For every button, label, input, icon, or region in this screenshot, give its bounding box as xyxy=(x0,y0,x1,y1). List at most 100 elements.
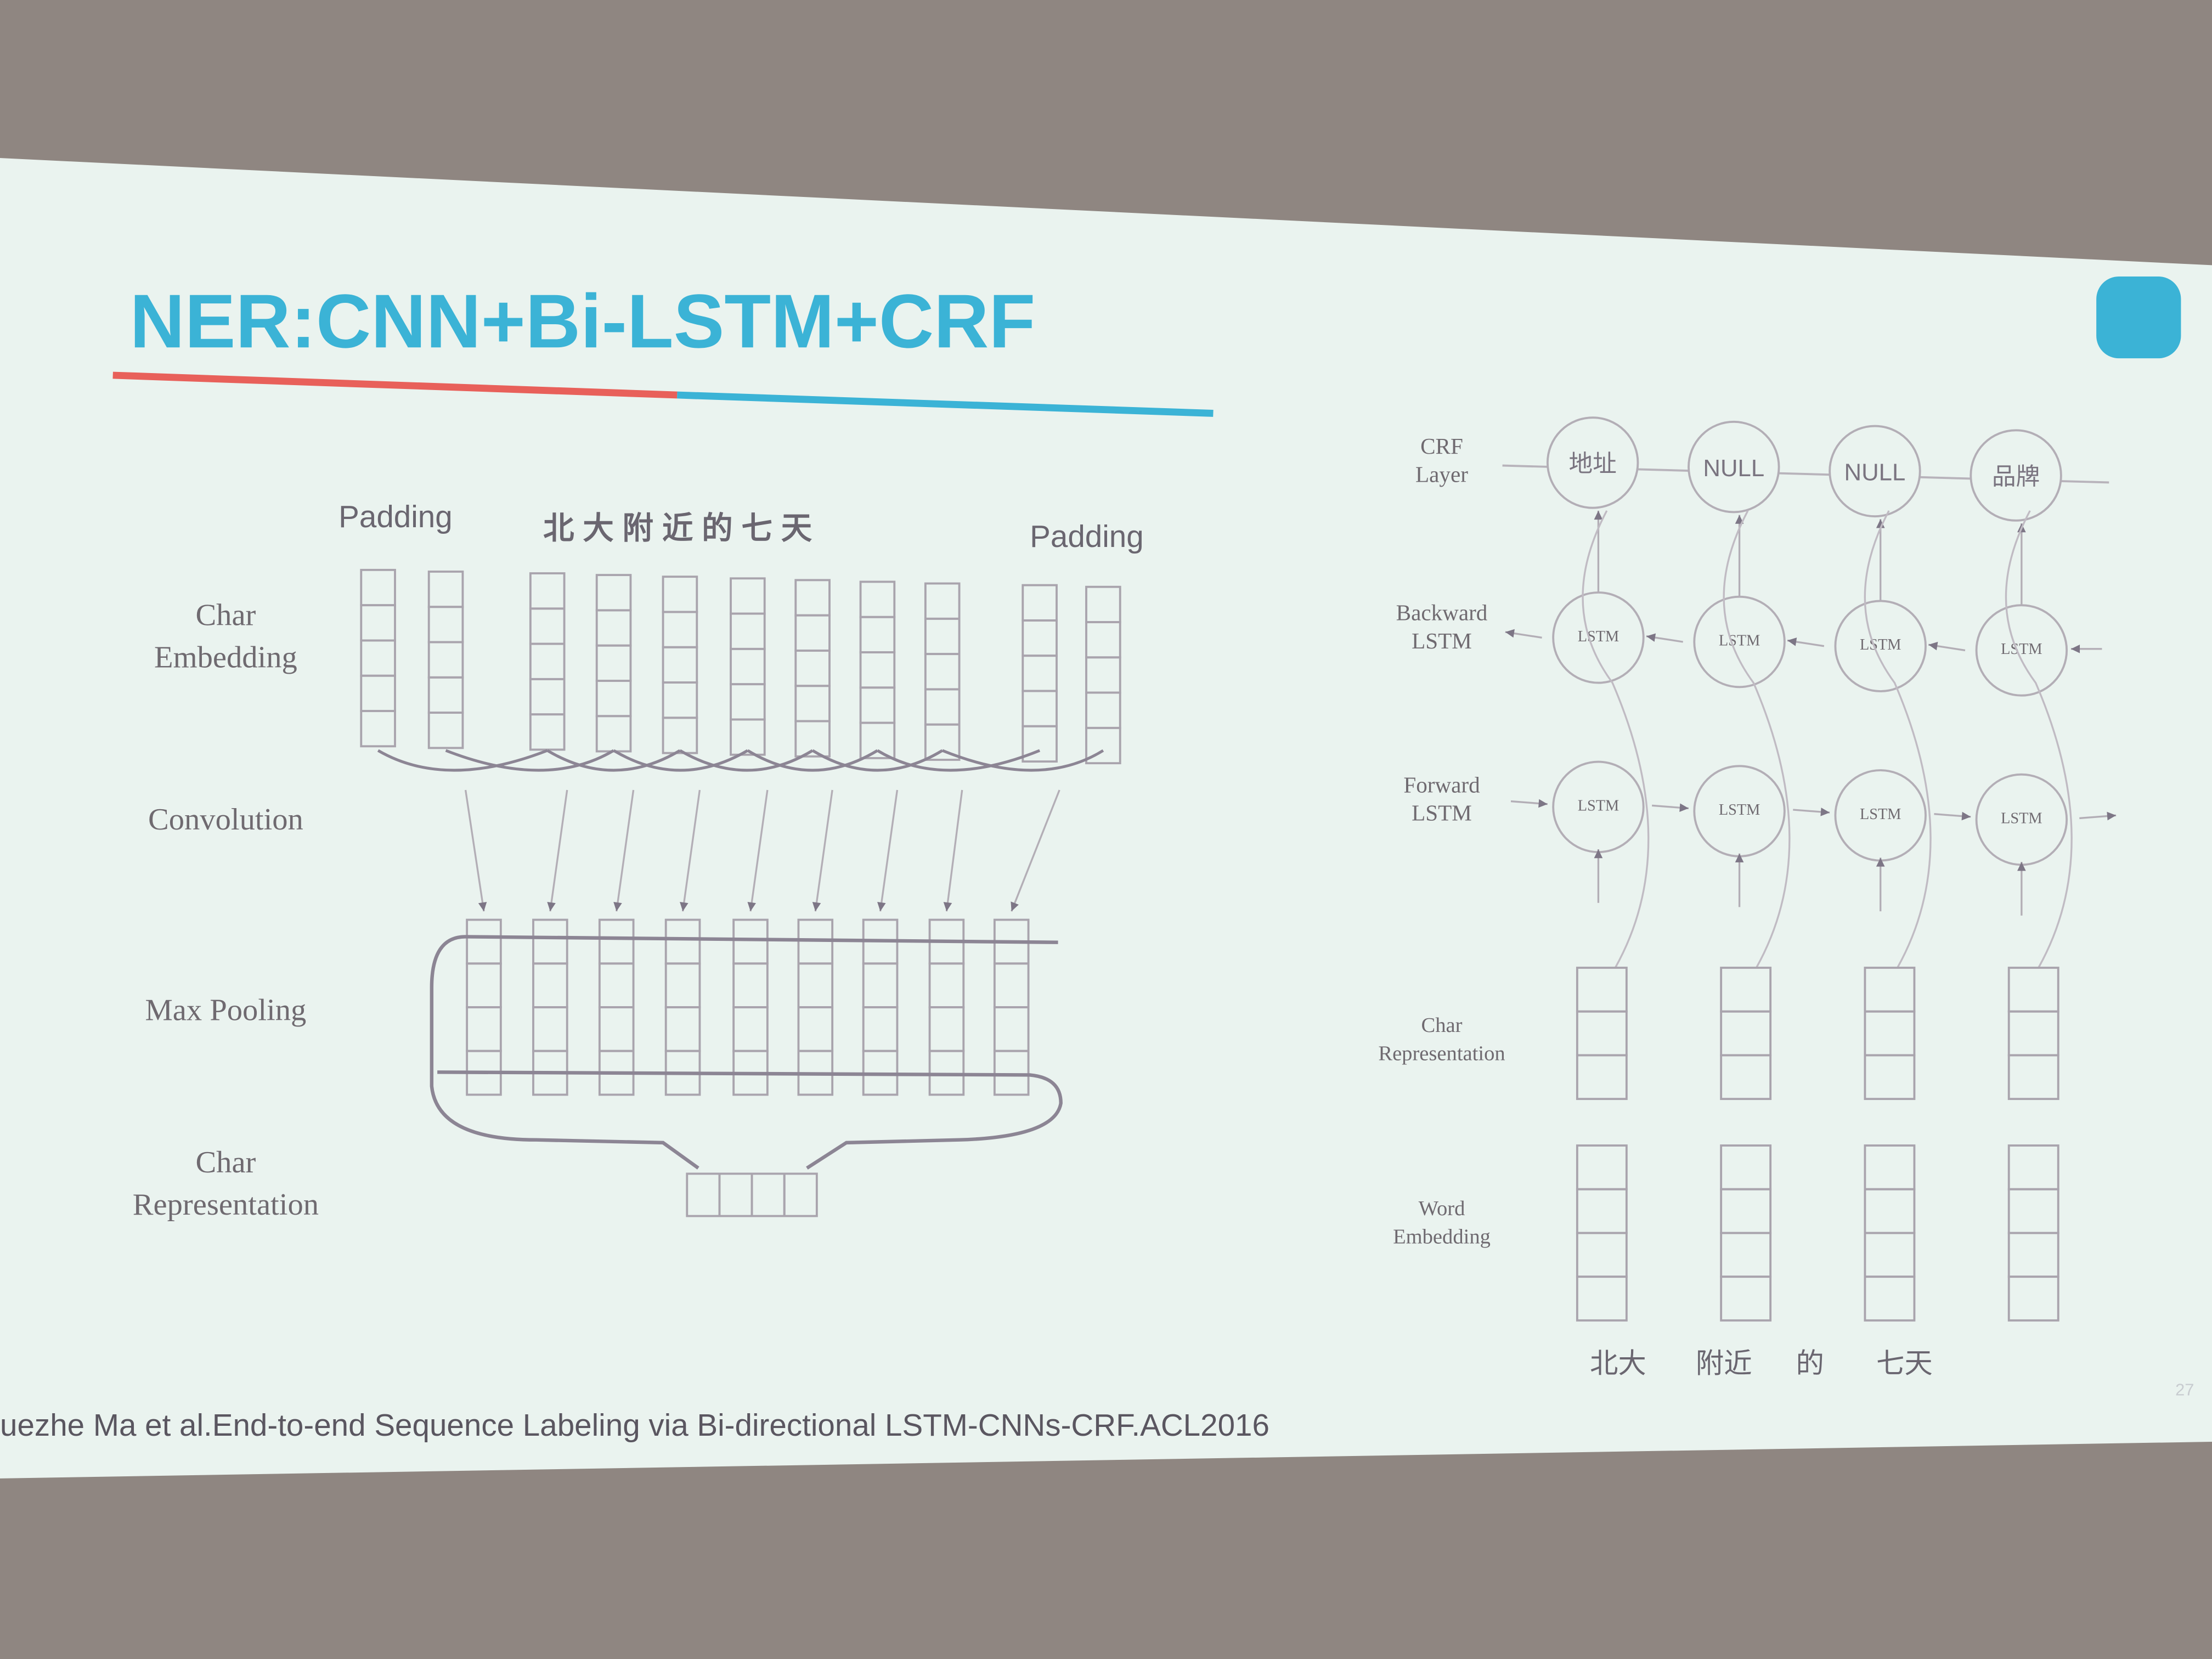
cell xyxy=(662,716,698,754)
lstm-label: LSTM xyxy=(2001,810,2042,827)
row-label: Convolution xyxy=(148,803,303,837)
cell xyxy=(783,1172,818,1217)
cell xyxy=(1720,1054,1772,1101)
word: 北大 xyxy=(1590,1347,1646,1379)
conv-arc xyxy=(747,749,878,772)
arrow-head xyxy=(1876,857,1885,867)
lstm-skip xyxy=(1582,510,1650,968)
row-label: Max Pooling xyxy=(145,993,307,1027)
crf-node xyxy=(1688,420,1780,514)
arrow-line xyxy=(749,789,769,912)
arrow-head xyxy=(1594,849,1603,859)
row-label: Char xyxy=(195,1146,256,1180)
lstm-label: LSTM xyxy=(1719,632,1760,649)
logo xyxy=(2096,276,2181,359)
arrow-line xyxy=(464,789,485,912)
row-label: LSTM xyxy=(1412,628,1472,653)
cell xyxy=(730,718,766,756)
cell xyxy=(1864,1054,1916,1101)
arrow-head xyxy=(1820,808,1830,816)
arrow-head xyxy=(747,902,756,912)
arrow-head xyxy=(1928,641,1938,651)
arrow-head xyxy=(1876,519,1885,528)
conv-arc xyxy=(613,749,749,772)
arrow-line xyxy=(814,789,833,912)
row-label: Embedding xyxy=(154,640,297,674)
cell xyxy=(1085,726,1121,765)
arrow-head xyxy=(2107,811,2117,821)
lstm-label: LSTM xyxy=(1860,806,1901,823)
arrow-head xyxy=(1646,633,1656,642)
word: 七天 xyxy=(1876,1347,1933,1379)
cell xyxy=(1864,1276,1916,1322)
padding-label: Padding xyxy=(1030,519,1144,554)
cell xyxy=(360,710,396,748)
arrow-head xyxy=(1679,803,1689,812)
arrow-head xyxy=(547,902,556,912)
arrow-head xyxy=(613,902,622,912)
arrow-head xyxy=(943,902,952,912)
arrow-line xyxy=(1011,789,1060,912)
row-label: Representation xyxy=(1378,1042,1505,1065)
cell xyxy=(993,1049,1030,1096)
cell xyxy=(859,721,896,759)
row-label: Char xyxy=(195,598,256,632)
conv-arc xyxy=(877,749,1041,772)
lstm-skip xyxy=(1723,510,1791,968)
crf-node xyxy=(1970,429,2062,522)
title-underline-red xyxy=(112,371,678,399)
cell xyxy=(1576,1054,1628,1101)
conv-arc xyxy=(377,749,548,772)
arrow-head xyxy=(1787,637,1797,646)
arrow-head xyxy=(478,901,487,912)
arrow-line xyxy=(945,789,963,912)
characters-label: 北 大 附 近 的 七 天 xyxy=(543,511,812,545)
conv-arc xyxy=(445,749,614,772)
row-label: Layer xyxy=(1415,462,1468,487)
arrow-head xyxy=(680,902,689,912)
cell xyxy=(2007,1276,2059,1322)
crf-tag: NULL xyxy=(1703,455,1764,482)
conv-arc xyxy=(811,749,944,772)
arrow-head xyxy=(2070,645,2080,653)
lstm-label: LSTM xyxy=(1719,802,1760,819)
row-label: CRF xyxy=(1420,433,1463,459)
lstm-label: LSTM xyxy=(1578,797,1619,814)
cell xyxy=(794,720,831,758)
cell xyxy=(529,713,566,751)
row-label: LSTM xyxy=(1412,800,1472,826)
lstm-label: LSTM xyxy=(1860,636,1901,653)
word: 附近 xyxy=(1696,1347,1752,1379)
row-label: Representation xyxy=(133,1188,319,1222)
arrow-head xyxy=(1011,901,1019,912)
crf-tag: 地址 xyxy=(1568,450,1616,477)
row-label: Char xyxy=(1421,1014,1463,1037)
arrow-line xyxy=(616,789,635,912)
title-underline-blue xyxy=(677,391,1214,417)
row-label: Forward xyxy=(1403,772,1480,797)
crf-tag: 品牌 xyxy=(1992,463,2040,490)
arrow-line xyxy=(681,789,701,912)
lstm-skip xyxy=(2005,510,2073,968)
lstm-label: LSTM xyxy=(2001,641,2042,658)
arrow-head xyxy=(1538,799,1548,808)
conv-arc xyxy=(546,749,681,772)
arrow-line xyxy=(879,789,899,912)
pool-bracket xyxy=(437,1070,1063,1170)
lstm-label: LSTM xyxy=(1578,628,1619,645)
row-label: Embedding xyxy=(1393,1226,1491,1249)
arrow-head xyxy=(2017,862,2026,871)
pool-bracket xyxy=(430,935,1058,1170)
row-label: Word xyxy=(1419,1197,1465,1220)
conv-arc xyxy=(679,749,814,772)
citation: uezhe Ma et al.End-to-end Sequence Label… xyxy=(0,1408,1269,1442)
row-label: Backward xyxy=(1396,600,1488,625)
crf-node xyxy=(1829,425,1921,518)
page-number: 27 xyxy=(2175,1380,2194,1400)
arrow-head xyxy=(1505,629,1515,638)
arrow-head xyxy=(1961,811,1971,821)
arrow-head xyxy=(812,902,821,912)
slide-title: NER:CNN+Bi-LSTM+CRF xyxy=(130,279,1036,364)
